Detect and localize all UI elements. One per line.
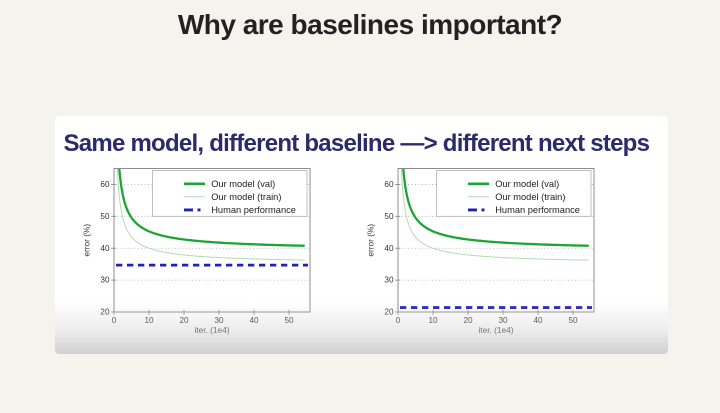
svg-text:50: 50	[100, 212, 110, 221]
svg-text:40: 40	[100, 244, 110, 253]
svg-text:Human performance: Human performance	[211, 205, 296, 215]
svg-text:Human performance: Human performance	[495, 205, 580, 215]
svg-text:60: 60	[385, 180, 395, 189]
svg-text:Our model (train): Our model (train)	[211, 192, 281, 202]
svg-text:50: 50	[385, 212, 395, 221]
svg-text:30: 30	[100, 276, 110, 285]
svg-text:Our model (train): Our model (train)	[495, 192, 565, 202]
svg-text:60: 60	[100, 180, 110, 189]
svg-text:30: 30	[385, 276, 395, 285]
svg-text:Our model (val): Our model (val)	[495, 179, 559, 189]
svg-text:40: 40	[385, 244, 395, 253]
svg-text:Our model (val): Our model (val)	[211, 179, 275, 189]
svg-text:error (%): error (%)	[366, 224, 376, 257]
svg-text:error (%): error (%)	[81, 224, 91, 257]
